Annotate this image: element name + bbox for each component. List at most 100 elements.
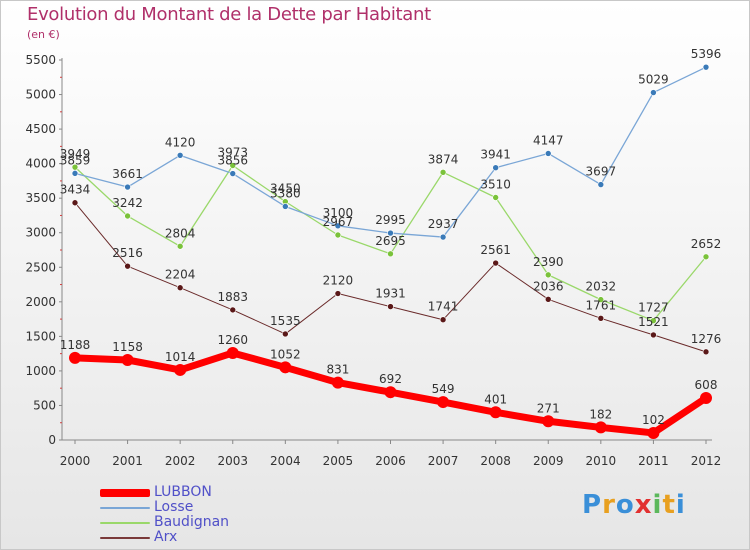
- x-tick-label: 2000: [60, 454, 91, 468]
- x-tick-label: 2012: [691, 454, 722, 468]
- chart-title: Evolution du Montant de la Dette par Hab…: [27, 4, 431, 25]
- data-label-baudignan: 2695: [375, 234, 406, 248]
- data-point-lubbon: [489, 406, 502, 419]
- data-point-losse: [650, 89, 657, 96]
- data-point-baudignan: [176, 242, 184, 250]
- data-label-baudignan: 2390: [533, 255, 564, 269]
- data-label-losse: 3380: [270, 186, 301, 200]
- data-label-lubbon: 608: [695, 378, 718, 392]
- proxiti-logo: Proxiti: [582, 490, 686, 520]
- data-label-lubbon: 182: [589, 407, 612, 421]
- data-point-baudignan: [387, 250, 394, 258]
- x-tick-label: 2001: [112, 454, 143, 468]
- x-tick-label: 2002: [165, 454, 196, 468]
- data-label-arx: 2204: [165, 268, 196, 282]
- data-label-losse: 3856: [217, 154, 248, 168]
- data-label-baudignan: 2032: [586, 280, 617, 294]
- x-tick-label: 2007: [428, 454, 459, 468]
- data-label-baudignan: 3242: [112, 196, 143, 210]
- data-point-arx: [597, 315, 605, 322]
- legend-label: Losse: [154, 499, 194, 515]
- y-tick-label: 3000: [25, 226, 56, 240]
- data-label-arx: 2036: [533, 279, 564, 293]
- x-tick-label: 2003: [217, 454, 248, 468]
- data-label-lubbon: 831: [326, 363, 349, 377]
- y-tick-label: 1000: [25, 364, 56, 378]
- data-point-arx: [334, 290, 342, 297]
- data-point-losse: [387, 229, 394, 237]
- legend-label: Baudignan: [154, 514, 230, 530]
- data-label-losse: 2937: [428, 217, 459, 231]
- data-point-lubbon: [279, 361, 292, 374]
- chart-unit: (en €): [27, 28, 60, 41]
- legend-swatch-baudignan: [100, 521, 150, 524]
- logo-letter: P: [582, 490, 603, 520]
- data-point-losse: [439, 233, 447, 241]
- legend: LUBBON Losse Baudignan Arx: [100, 485, 229, 545]
- data-label-losse: 3661: [112, 167, 143, 181]
- data-label-baudignan: 2804: [165, 226, 196, 240]
- data-label-losse: 5396: [691, 47, 722, 61]
- legend-label: Arx: [154, 529, 178, 545]
- y-tick-label: 5000: [25, 88, 56, 102]
- data-point-baudignan: [650, 317, 657, 324]
- legend-label: LUBBON: [154, 484, 212, 500]
- data-point-baudignan: [597, 296, 605, 303]
- data-point-lubbon: [647, 426, 660, 439]
- data-label-lubbon: 1014: [165, 350, 196, 364]
- legend-item-arx: Arx: [100, 530, 229, 545]
- data-label-baudignan: 2652: [691, 237, 722, 251]
- y-tick-label: 1500: [25, 329, 56, 343]
- data-point-baudignan: [544, 271, 552, 279]
- data-label-losse: 3100: [323, 206, 354, 220]
- data-point-lubbon: [384, 386, 397, 399]
- data-label-losse: 4147: [533, 133, 564, 147]
- data-point-baudignan: [439, 169, 447, 176]
- data-label-arx: 2120: [323, 274, 354, 288]
- logo-letter: t: [662, 490, 676, 520]
- data-point-arx: [702, 348, 710, 356]
- data-label-losse: 5029: [638, 73, 669, 87]
- data-point-lubbon: [226, 346, 239, 359]
- x-tick-label: 2009: [533, 454, 564, 468]
- data-point-lubbon: [331, 376, 344, 389]
- x-tick-label: 2006: [375, 454, 406, 468]
- y-tick-label: 3500: [25, 191, 56, 205]
- data-label-arx: 1883: [217, 290, 248, 304]
- data-point-baudignan: [702, 253, 710, 261]
- x-tick-label: 2004: [270, 454, 301, 468]
- data-label-arx: 1521: [638, 315, 669, 329]
- data-point-lubbon: [542, 415, 555, 428]
- data-point-lubbon: [174, 363, 187, 376]
- data-point-baudignan: [124, 212, 131, 220]
- data-label-lubbon: 271: [537, 401, 560, 415]
- data-point-losse: [492, 164, 499, 172]
- legend-swatch-losse: [100, 506, 150, 509]
- y-tick-label: 500: [33, 398, 56, 412]
- data-point-arx: [650, 331, 657, 339]
- data-point-losse: [176, 152, 184, 159]
- data-point-arx: [229, 306, 237, 314]
- data-point-arx: [439, 316, 447, 324]
- data-label-losse: 4120: [165, 135, 196, 149]
- data-point-losse: [71, 170, 79, 177]
- data-label-arx: 3434: [60, 183, 91, 197]
- legend-swatch-lubbon: [100, 488, 150, 497]
- data-point-losse: [124, 183, 131, 191]
- y-tick-label: 0: [48, 433, 56, 447]
- data-point-lubbon: [121, 353, 134, 366]
- data-point-arx: [176, 284, 184, 292]
- x-tick-label: 2010: [586, 454, 617, 468]
- x-tick-label: 2005: [323, 454, 354, 468]
- logo-letter: i: [652, 490, 663, 520]
- x-tick-label: 2011: [638, 454, 669, 468]
- data-label-lubbon: 692: [379, 372, 402, 386]
- data-point-arx: [124, 262, 131, 270]
- logo-letter: x: [634, 490, 653, 520]
- data-label-arx: 1535: [270, 314, 301, 328]
- data-point-baudignan: [334, 231, 342, 239]
- y-tick-label: 2500: [25, 260, 56, 274]
- data-point-arx: [282, 330, 289, 338]
